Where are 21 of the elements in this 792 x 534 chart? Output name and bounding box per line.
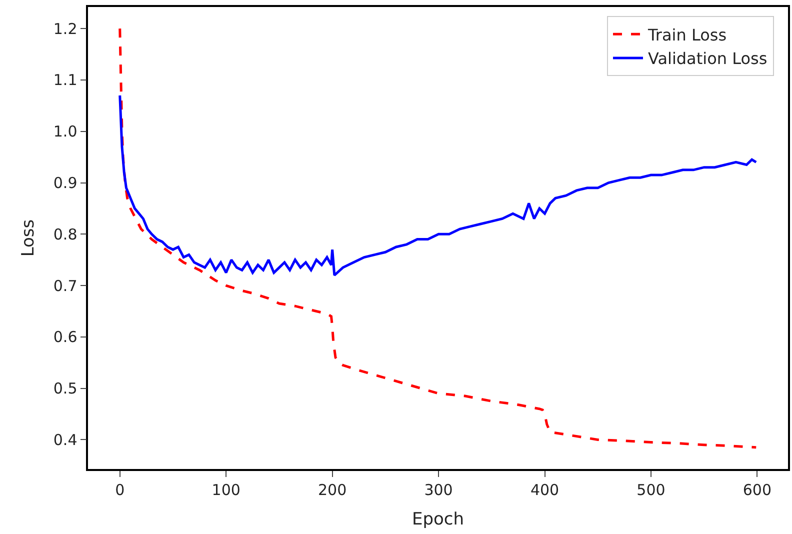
y-tick-label: 1.0 (53, 122, 78, 141)
x-tick-label: 500 (636, 480, 666, 499)
y-tick-label: 1.1 (53, 71, 78, 90)
x-tick-label: 400 (530, 480, 560, 499)
y-tick-label: 0.8 (53, 225, 78, 244)
legend-label: Validation Loss (648, 49, 768, 68)
x-tick-label: 100 (212, 480, 240, 499)
x-tick-label: 600 (742, 480, 772, 499)
line-series (118, 94, 758, 277)
y-tick-label: 0.6 (53, 328, 78, 346)
y-tick-label: 0.7 (53, 276, 78, 295)
y-axis-title: Loss (18, 219, 38, 257)
x-tick-label: 200 (318, 480, 347, 499)
y-tick-label: 0.9 (53, 174, 78, 192)
y-tick-label: 0.4 (53, 430, 78, 449)
legend-label: Train Loss (647, 25, 727, 44)
y-tick-label: 0.5 (53, 380, 78, 398)
y-tick-label: 1.2 (53, 20, 78, 38)
x-tick-label: 0 (115, 480, 125, 499)
x-tick-label: 300 (424, 480, 453, 499)
x-axis-title: Epoch (412, 510, 464, 530)
